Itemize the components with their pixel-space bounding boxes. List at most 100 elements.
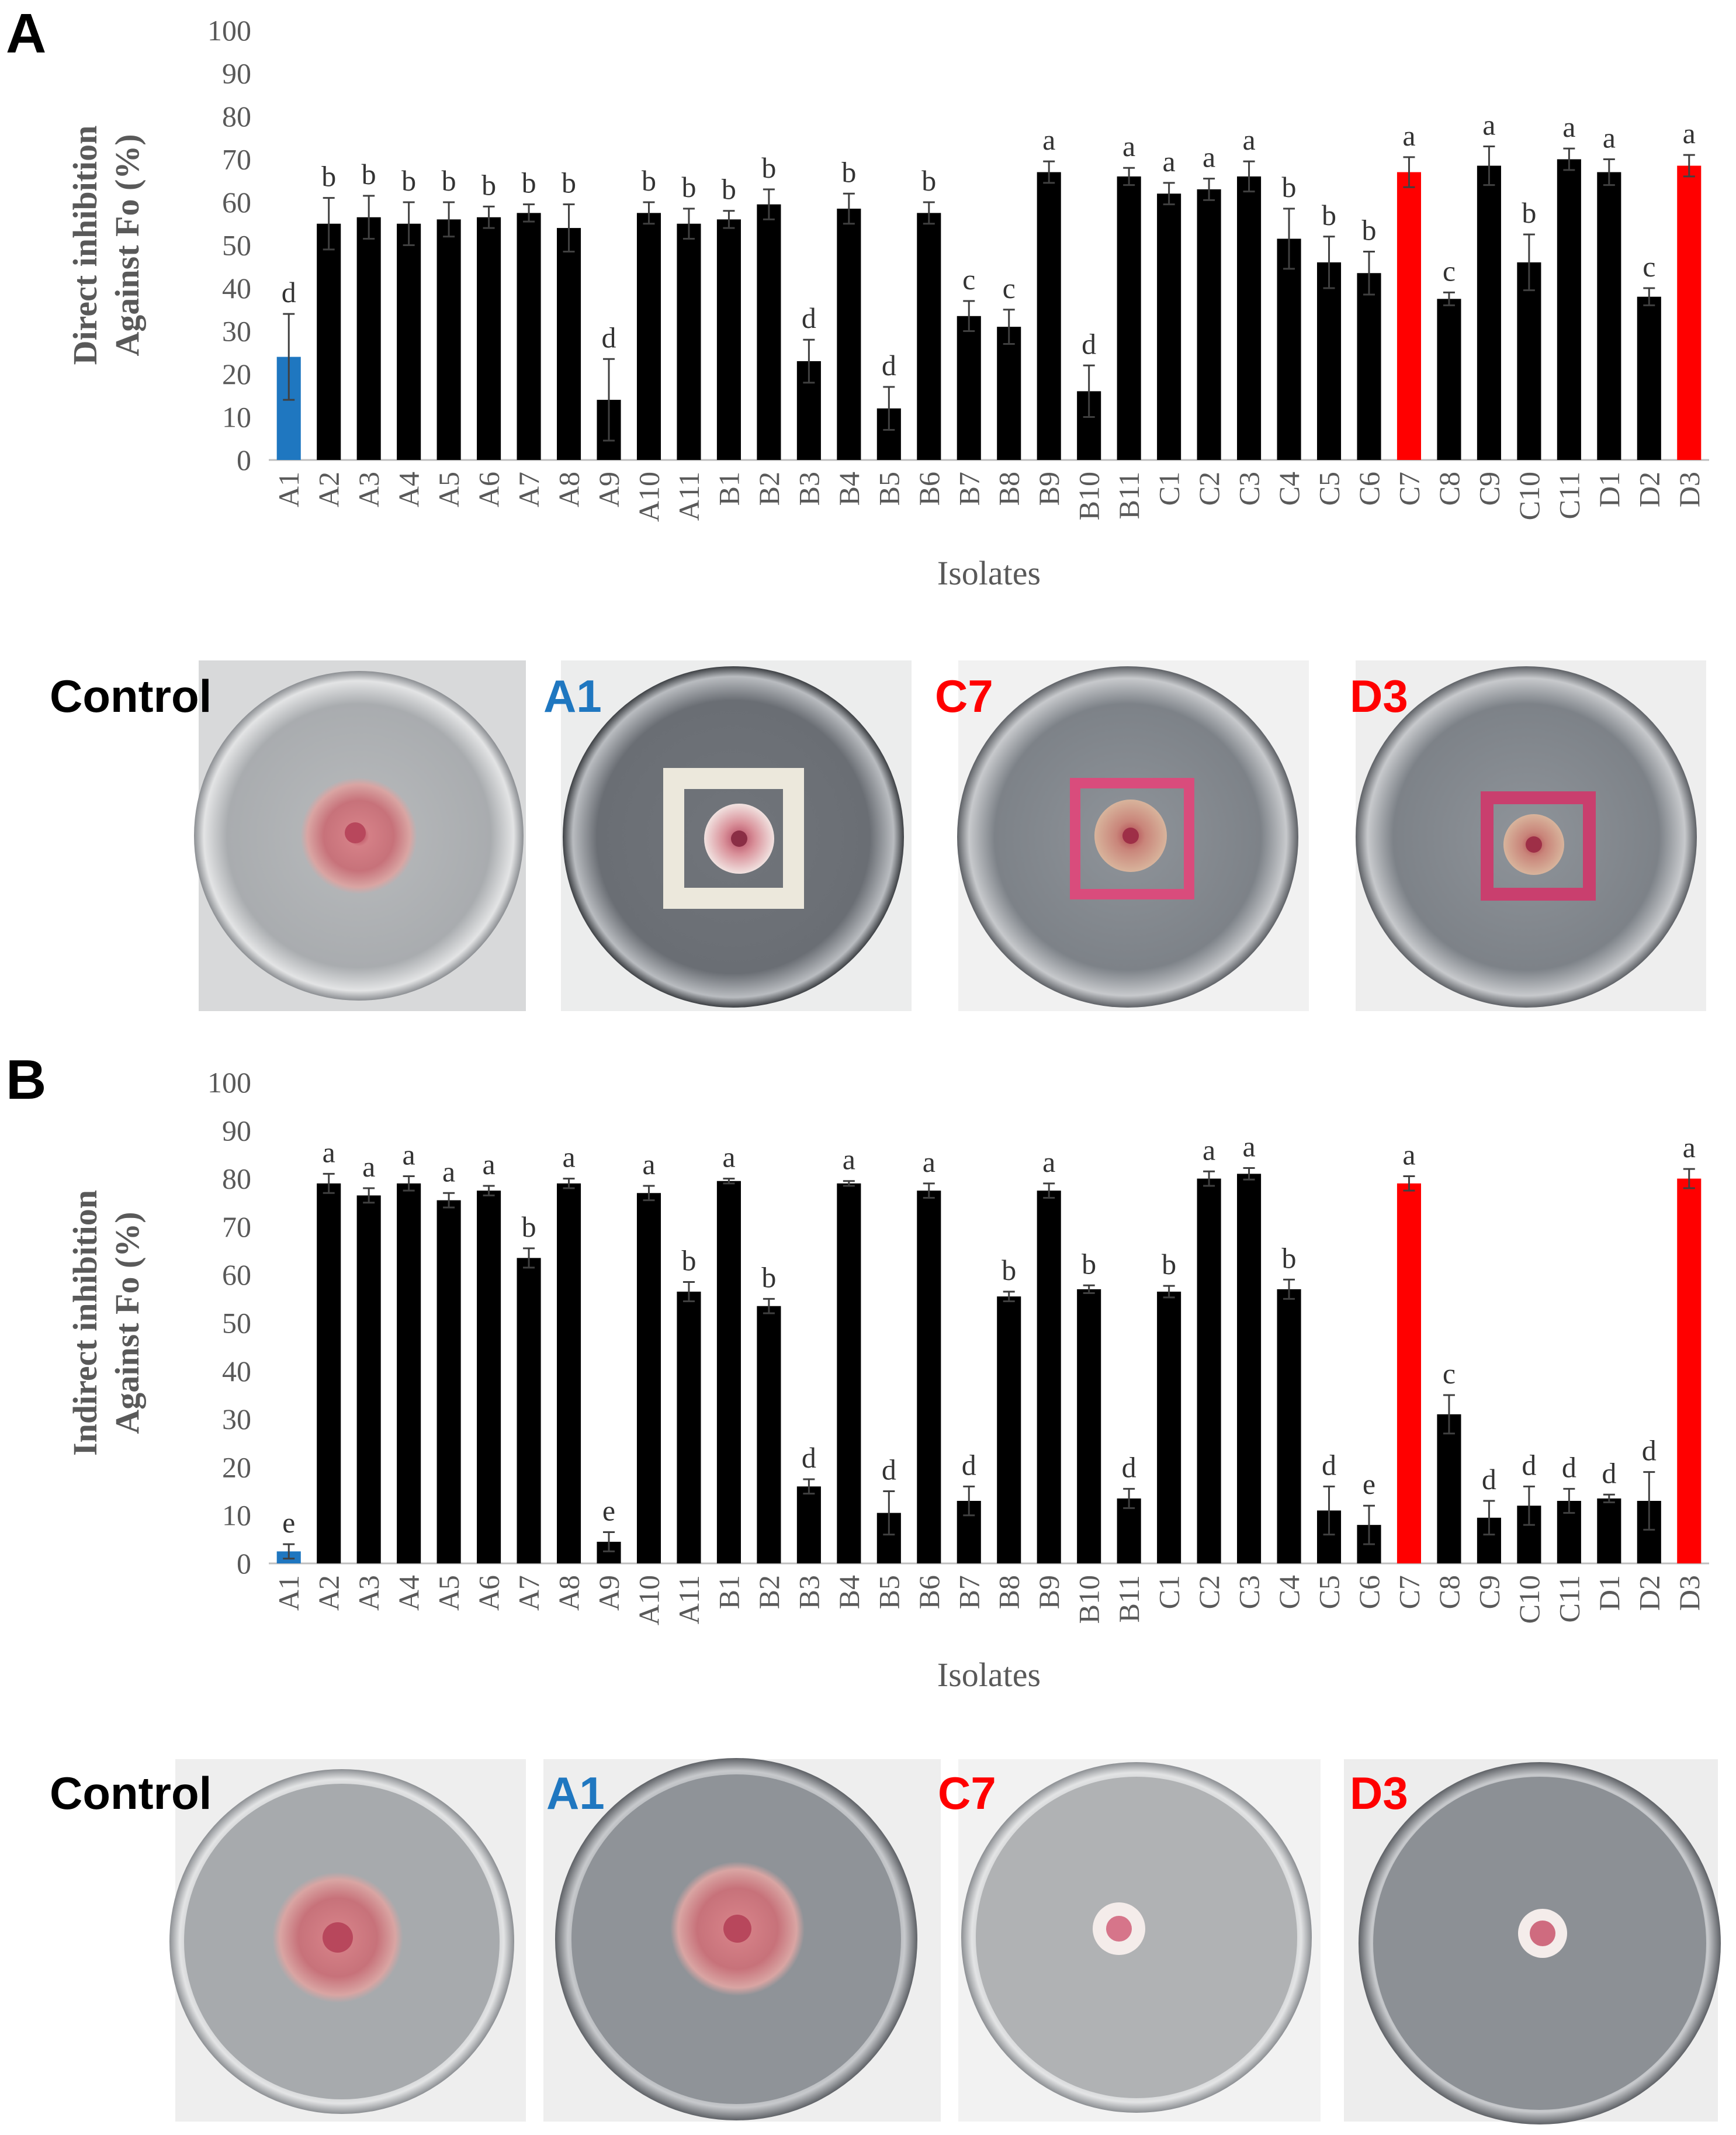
y-axis-title-line-1: Direct inhibition [66,126,104,365]
x-tick-label-B1: B1 [712,1575,745,1609]
bar-B10 [1077,1289,1101,1563]
x-tick-label-A8: A8 [553,1575,585,1611]
error-bar-A9 [603,358,615,442]
x-tick-label-B6: B6 [913,472,945,506]
bar-C4 [1277,1289,1301,1563]
x-tick-label-B2: B2 [753,1575,785,1609]
y-tick-label: 70 [222,1210,251,1243]
error-bar-B4 [843,1180,855,1187]
error-bar-C6 [1363,1504,1375,1545]
error-bar-B6 [923,1182,935,1199]
x-tick-label-A6: A6 [473,1575,505,1611]
error-bar-C4 [1283,207,1295,270]
x-tick-label-A7: A7 [512,472,545,507]
sig-letter-A7: b [522,167,536,199]
x-tick-label-C3: C3 [1233,1575,1266,1609]
x-tick-label-A8: A8 [553,472,585,507]
sig-letter-B6: a [923,1146,935,1178]
sig-letter-D2: d [1642,1434,1657,1467]
error-bar-B11 [1123,1487,1135,1509]
bar-B1 [716,219,741,460]
sig-letter-C1: b [1162,1248,1176,1281]
sig-letter-B7: d [962,1448,976,1481]
x-tick-label-C2: C2 [1193,1575,1225,1609]
bar-A5 [436,1200,461,1563]
x-tick-label-B4: B4 [833,1575,865,1609]
x-tick-label-B9: B9 [1032,1575,1065,1609]
sig-letter-A9: e [602,1494,615,1527]
error-bar-D3 [1683,1168,1695,1189]
error-bar-C3 [1243,160,1255,193]
sig-letter-C6: b [1361,214,1376,247]
bar-B11 [1117,1498,1141,1563]
y-tick-label: 10 [222,1499,251,1532]
sig-letter-C10: b [1522,196,1536,229]
bar-A2 [317,223,341,460]
error-bar-A11 [682,207,695,240]
bar-A7 [517,213,541,460]
sig-letter-C11: a [1562,110,1575,143]
error-bar-B9 [1043,160,1055,184]
sig-letter-C1: a [1163,145,1176,178]
sig-letter-B4: b [841,155,856,188]
error-bar-C10 [1523,233,1535,292]
x-tick-label-B8: B8 [993,472,1025,506]
x-tick-label-A6: A6 [473,472,505,507]
y-axis-title-line-2: Against Fo (%) [108,134,146,356]
sig-letter-B10: b [1082,1247,1096,1280]
sig-letter-A4: a [403,1138,415,1171]
bar-B2 [757,1306,781,1563]
bar-B8 [997,1296,1021,1563]
bar-C7 [1397,172,1421,460]
x-tick-label-A5: A5 [432,472,465,507]
error-bar-A6 [483,205,495,229]
panel-label-b: B [6,1049,46,1111]
bar-C5 [1316,262,1342,460]
y-tick-label: 100 [207,14,251,47]
error-bar-B1 [723,1178,735,1185]
error-bar-B7 [963,300,975,332]
error-bar-C1 [1163,1285,1175,1299]
x-tick-label-A9: A9 [592,1575,625,1611]
error-bar-D1 [1603,1493,1615,1503]
plate-a1-indirect [543,1758,941,2122]
sig-letter-A8: a [562,1141,575,1174]
plate-label-control-direct: Control [50,670,212,722]
y-axis-title-line-1: Indirect inhibition [66,1190,104,1456]
bar-A4 [397,1183,421,1563]
bar-C2 [1197,189,1221,460]
error-bar-C3 [1243,1167,1255,1181]
x-tick-label-A3: A3 [352,1575,385,1611]
plate-control-indirect [169,1759,526,2122]
error-bar-B10 [1083,1284,1095,1294]
sig-letter-C8: c [1443,254,1456,287]
error-bar-A8 [563,203,575,253]
x-axis-title: Isolates [937,1656,1041,1694]
x-tick-label-D1: D1 [1593,472,1626,507]
sig-letter-B8: c [1003,272,1016,304]
error-bar-C7 [1403,156,1415,188]
sig-letter-C4: b [1282,1241,1297,1274]
x-tick-label-B5: B5 [872,472,905,506]
x-tick-label-C8: C8 [1433,472,1465,506]
sig-letter-B3: d [802,1441,816,1474]
x-tick-label-B9: B9 [1032,472,1065,506]
bar-C9 [1477,165,1501,460]
x-tick-label-C1: C1 [1153,472,1186,506]
plate-label-a1-indirect: A1 [546,1767,605,1819]
sig-letter-B8: b [1002,1254,1016,1286]
error-bar-C9 [1483,1500,1495,1536]
error-bar-A5 [443,1192,455,1209]
sig-letter-A5: b [442,164,456,197]
x-tick-label-C1: C1 [1153,1575,1186,1609]
sig-letter-B5: d [882,349,896,382]
error-bar-C2 [1203,178,1215,201]
y-tick-label: 0 [237,1547,251,1580]
error-bar-B3 [803,1478,815,1495]
y-tick-label: 30 [222,315,251,348]
y-tick-label: 40 [222,1355,251,1387]
error-bar-B3 [803,338,815,384]
plate-label-d3-indirect: D3 [1350,1767,1408,1819]
x-tick-label-C7: C7 [1392,472,1425,506]
bar-C11 [1557,159,1581,460]
